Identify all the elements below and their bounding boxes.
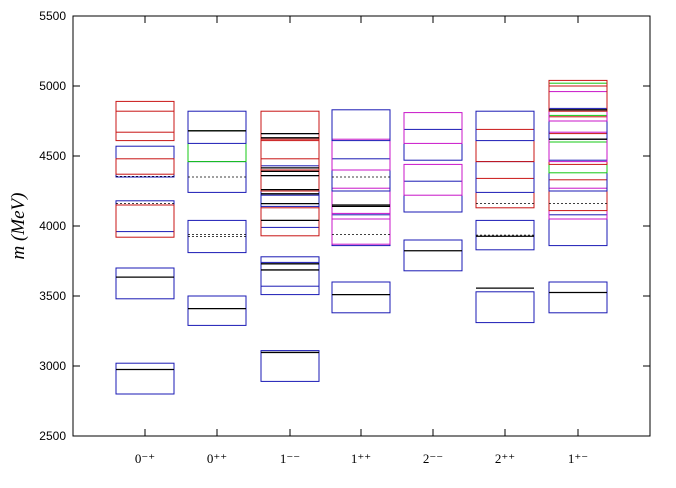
mass-box-blue [115, 362, 175, 395]
mass-box-blue [475, 161, 535, 193]
mass-box-red [115, 204, 175, 238]
mass-box-blue [187, 110, 247, 144]
mass-box-green [187, 130, 247, 163]
mass-box-blue [548, 159, 608, 192]
category-label: 2⁻⁻ [423, 451, 443, 466]
mass-lines [116, 109, 607, 371]
mass-box-blue [331, 109, 391, 142]
mass-box-magenta [331, 187, 391, 220]
mass-box-blue [115, 267, 175, 300]
mass-box-magenta [403, 163, 463, 196]
mass-box-red [475, 128, 535, 163]
mass-box-blue [260, 350, 320, 382]
mass-box-magenta [403, 112, 463, 144]
mass-box-red [260, 110, 320, 142]
mass-box-blue [403, 128, 463, 161]
mass-box-blue [115, 145, 175, 178]
mass-box-blue [260, 261, 320, 296]
mass-box-blue [548, 281, 608, 314]
y-tick-label: 4000 [39, 219, 66, 233]
y-tick-label: 5000 [39, 79, 66, 93]
mass-box-blue [403, 239, 463, 272]
category-label: 0⁻⁺ [135, 451, 155, 466]
mass-box-blue [548, 214, 608, 247]
x-category-labels: 0⁻⁺ 0⁺⁺ 1⁻⁻ 1⁺⁺ 2⁻⁻ 2⁺⁺ 1⁺⁻ [135, 451, 588, 466]
mass-box-red [260, 138, 320, 171]
mass-box-blue [260, 256, 320, 287]
mass-box-red [115, 158, 175, 175]
mass-box-blue [475, 110, 535, 142]
mass-box-blue [475, 291, 535, 324]
y-tick-label: 4500 [39, 149, 66, 163]
category-label: 2⁺⁺ [495, 451, 515, 466]
mass-box-green [548, 82, 608, 116]
y-tick-label: 5500 [39, 9, 66, 23]
y-axis-ticks: 2500 3000 3500 4000 4500 5000 5500 [39, 9, 650, 443]
mass-box-blue [548, 107, 608, 140]
category-label: 0⁺⁺ [207, 451, 227, 466]
mass-box-red [260, 207, 320, 237]
mass-box-red [115, 100, 175, 133]
mass-box-magenta [331, 212, 391, 245]
mass-box-red [548, 79, 608, 112]
mass-box-red [260, 158, 320, 192]
y-tick-label: 2500 [39, 429, 66, 443]
mass-box-red [475, 177, 535, 209]
y-tick-label: 3000 [39, 359, 66, 373]
mass-box-blue [403, 180, 463, 213]
mass-boxes [115, 79, 608, 395]
y-tick-label: 3500 [39, 289, 66, 303]
mass-box-green [548, 141, 608, 174]
mass-box-magenta [331, 138, 391, 171]
plot-frame [72, 15, 651, 437]
y-axis-label: m (MeV) [8, 193, 29, 260]
mass-box-red [548, 179, 608, 212]
mass-box-blue [187, 295, 247, 326]
mass-box-blue [331, 281, 391, 314]
category-label: 1⁺⁺ [351, 451, 371, 466]
category-label: 1⁻⁻ [280, 451, 300, 466]
mass-box-red [548, 85, 608, 118]
mass-box-blue [260, 194, 320, 228]
category-label: 1⁺⁻ [568, 451, 588, 466]
mass-box-blue [331, 158, 391, 192]
mass-box-red [115, 110, 175, 142]
mass-box-magenta [548, 131, 608, 163]
